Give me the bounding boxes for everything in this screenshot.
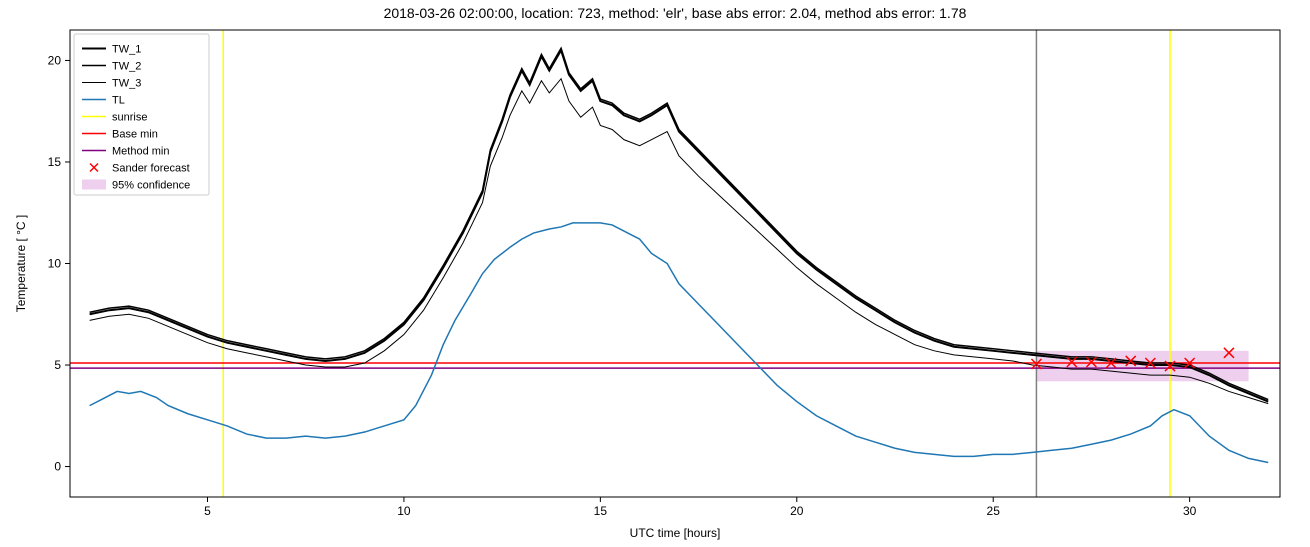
xtick-label: 10 (397, 504, 411, 518)
line-chart: 2018-03-26 02:00:00, location: 723, meth… (0, 0, 1310, 547)
ytick-label: 0 (54, 460, 61, 474)
ytick-label: 15 (48, 155, 62, 169)
legend-label-5: Base min (112, 129, 158, 141)
legend-label-4: sunrise (112, 112, 147, 124)
legend-label-8: 95% confidence (112, 180, 190, 192)
legend-label-2: TW_3 (112, 78, 141, 90)
y-axis-label: Temperature [ °C ] (14, 215, 28, 313)
chart-container: 2018-03-26 02:00:00, location: 723, meth… (0, 0, 1310, 547)
xtick-label: 30 (1183, 504, 1197, 518)
legend-label-7: Sander forecast (112, 163, 190, 175)
legend-label-0: TW_1 (112, 44, 141, 56)
ytick-label: 5 (54, 358, 61, 372)
legend-label-1: TW_2 (112, 61, 141, 73)
xtick-label: 25 (987, 504, 1001, 518)
legend-label-6: Method min (112, 146, 169, 158)
ytick-label: 10 (48, 257, 62, 271)
xtick-label: 20 (790, 504, 804, 518)
x-axis-label: UTC time [hours] (630, 526, 721, 540)
legend: TW_1 TW_2 TW_3 TL sunrise Base min Method min S… (74, 34, 209, 195)
legend-label-3: TL (112, 95, 125, 107)
xtick-label: 5 (204, 504, 211, 518)
chart-title: 2018-03-26 02:00:00, location: 723, meth… (384, 5, 967, 21)
xtick-label: 15 (594, 504, 608, 518)
ytick-label: 20 (48, 53, 62, 67)
